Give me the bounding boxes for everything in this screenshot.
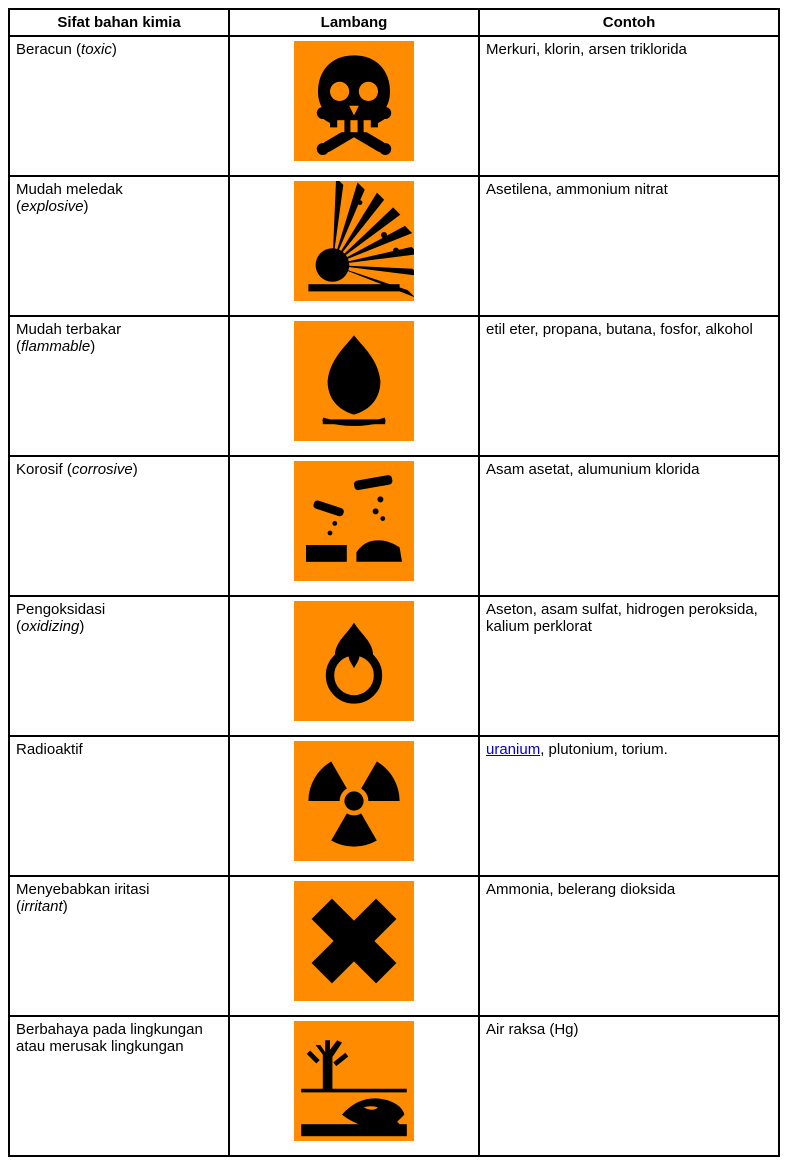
example-text: etil eter, propana, butana, fosfor, alko… <box>486 321 753 338</box>
property-cell: Mudah terbakar(flammable) <box>9 316 229 456</box>
property-text: Radioaktif <box>16 741 83 758</box>
property-cell: Radioaktif <box>9 736 229 876</box>
table-row: Menyebabkan iritasi(irritant) Ammonia, be… <box>9 876 779 1016</box>
property-cell: Pengoksidasi(oxidizing) <box>9 596 229 736</box>
header-c1: Sifat bahan kimia <box>9 9 229 36</box>
symbol-cell <box>229 1016 479 1156</box>
symbol-cell <box>229 176 479 316</box>
environment-icon <box>294 1021 414 1141</box>
property-text: Berbahaya pada lingkungan atau merusak l… <box>16 1021 203 1055</box>
table-row: Berbahaya pada lingkungan atau merusak l… <box>9 1016 779 1156</box>
symbol-cell <box>229 316 479 456</box>
property-text: Menyebabkan iritasi <box>16 881 149 898</box>
irritant-icon <box>294 881 414 1001</box>
explosive-icon <box>294 181 414 301</box>
property-italic: corrosive <box>72 461 133 478</box>
table-row: Korosif (corrosive) Asam asetat, alumuniu… <box>9 456 779 596</box>
property-italic: oxidizing <box>21 618 79 635</box>
table-row: Pengoksidasi(oxidizing) Aseton, asam sulf… <box>9 596 779 736</box>
property-italic: toxic <box>81 41 112 58</box>
example-text: Merkuri, klorin, arsen triklorida <box>486 41 687 58</box>
radioactive-icon <box>294 741 414 861</box>
table-row: Mudah meledak(explosive) Asetilena, ammon… <box>9 176 779 316</box>
table-row: Beracun (toxic) Merkuri, klorin, arsen tr… <box>9 36 779 176</box>
example-text: Ammonia, belerang dioksida <box>486 881 675 898</box>
example-link: uranium <box>486 741 540 758</box>
table-row: Radioaktif uranium, plutonium, torium. <box>9 736 779 876</box>
header-row: Sifat bahan kimia Lambang Contoh <box>9 9 779 36</box>
symbol-cell <box>229 596 479 736</box>
corrosive-icon <box>294 461 414 581</box>
example-text: , plutonium, torium. <box>540 741 668 758</box>
oxidizing-icon <box>294 601 414 721</box>
property-text: Mudah meledak <box>16 181 123 198</box>
property-cell: Korosif (corrosive) <box>9 456 229 596</box>
property-cell: Beracun (toxic) <box>9 36 229 176</box>
property-italic: irritant <box>21 898 63 915</box>
property-italic: flammable <box>21 338 90 355</box>
example-cell: Air raksa (Hg) <box>479 1016 779 1156</box>
property-cell: Mudah meledak(explosive) <box>9 176 229 316</box>
header-c2: Lambang <box>229 9 479 36</box>
symbol-cell <box>229 36 479 176</box>
example-cell: Asetilena, ammonium nitrat <box>479 176 779 316</box>
symbol-cell <box>229 456 479 596</box>
symbol-cell <box>229 736 479 876</box>
example-cell: Asam asetat, alumunium klorida <box>479 456 779 596</box>
example-cell: Merkuri, klorin, arsen triklorida <box>479 36 779 176</box>
property-italic: explosive <box>21 198 84 215</box>
property-text: Korosif ( <box>16 461 72 478</box>
hazard-table: Sifat bahan kimia Lambang Contoh Beracun… <box>8 8 780 1157</box>
example-text: Asetilena, ammonium nitrat <box>486 181 668 198</box>
property-text: Beracun ( <box>16 41 81 58</box>
example-text: Air raksa (Hg) <box>486 1021 579 1038</box>
table-row: Mudah terbakar(flammable) etil eter, prop… <box>9 316 779 456</box>
flammable-icon <box>294 321 414 441</box>
property-text: Pengoksidasi <box>16 601 105 618</box>
property-cell: Berbahaya pada lingkungan atau merusak l… <box>9 1016 229 1156</box>
symbol-cell <box>229 876 479 1016</box>
example-cell: Aseton, asam sulfat, hidrogen peroksida,… <box>479 596 779 736</box>
example-cell: etil eter, propana, butana, fosfor, alko… <box>479 316 779 456</box>
example-cell: Ammonia, belerang dioksida <box>479 876 779 1016</box>
property-text: Mudah terbakar <box>16 321 121 338</box>
header-c3: Contoh <box>479 9 779 36</box>
example-text: Aseton, asam sulfat, hidrogen peroksida,… <box>486 601 758 635</box>
toxic-icon <box>294 41 414 161</box>
example-cell: uranium, plutonium, torium. <box>479 736 779 876</box>
example-text: Asam asetat, alumunium klorida <box>486 461 699 478</box>
property-cell: Menyebabkan iritasi(irritant) <box>9 876 229 1016</box>
